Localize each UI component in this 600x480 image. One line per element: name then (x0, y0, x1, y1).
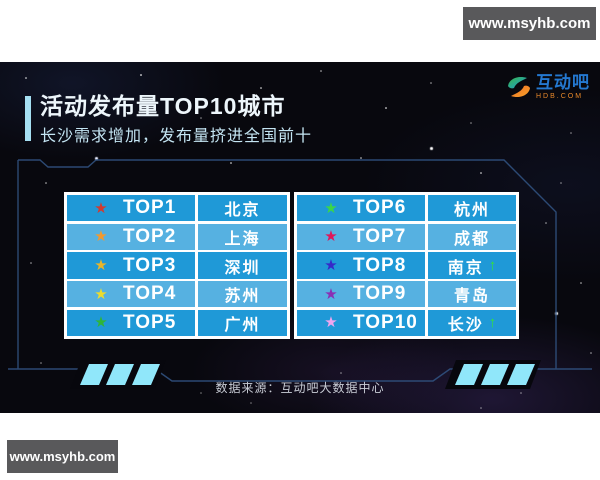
hdb-logo: 互动吧 HDB.COM (506, 74, 590, 100)
watermark-bottom-left: www.msyhb.com (7, 440, 118, 473)
hdb-hands-icon (508, 76, 530, 98)
star-icon: ★ (324, 199, 338, 217)
table-row: ★ TOP6 杭州 (297, 195, 516, 222)
table-row: ★ TOP7 成都 (297, 223, 516, 250)
city-label: 广州 (224, 316, 261, 334)
table-row: ★ TOP2 上海 (67, 223, 287, 250)
data-source-text: 数据来源：互动吧大数据中心 (215, 381, 385, 395)
rank-table-left: ★ TOP1 北京 ★ TOP2 上海 ★ TOP3 深圳 ★ TOP4 苏州 ★ TOP… (64, 192, 290, 339)
page-subtitle: 长沙需求增加，发布量挤进全国前十 (40, 128, 313, 146)
logo-name: 互动吧 (536, 73, 590, 92)
star-icon: ★ (324, 257, 338, 274)
table-row: ★ TOP8 南京 ↑ (297, 252, 516, 279)
city-label: 深圳 (224, 259, 261, 277)
table-row: ★ TOP3 深圳 (67, 252, 287, 279)
city-label: 北京 (224, 202, 261, 220)
deco-right-parallelograms (445, 360, 541, 389)
logo-domain: HDB.COM (536, 93, 584, 100)
table-row: ★ TOP5 广州 (67, 309, 287, 337)
deco-left-parallelograms (70, 360, 166, 389)
star-icon: ★ (94, 285, 108, 303)
city-label: 上海 (224, 230, 261, 248)
star-icon: ★ (324, 314, 338, 332)
watermark-top-right: www.msyhb.com (463, 7, 596, 40)
rank-label: TOP4 (123, 283, 177, 305)
rank-label: TOP9 (353, 283, 407, 305)
city-label: 南京 (447, 259, 484, 277)
rank-table-right: ★ TOP6 杭州 ★ TOP7 成都 ★ TOP8 南京 ↑ ★ TOP9 青岛 ★ TO… (294, 192, 519, 339)
page-title: 活动发布量TOP10城市 (40, 93, 286, 119)
table-row: ★ TOP4 苏州 (67, 281, 287, 308)
rank-label: TOP2 (123, 225, 177, 247)
up-arrow-icon: ↑ (488, 314, 497, 332)
city-label: 青岛 (453, 288, 490, 306)
star-icon: ★ (94, 314, 108, 332)
infographic-panel: 活动发布量TOP10城市 长沙需求增加，发布量挤进全国前十 互动吧 HDB.CO… (0, 62, 600, 413)
city-label: 长沙 (447, 316, 484, 334)
rank-label: TOP1 (123, 197, 177, 219)
city-label: 苏州 (224, 288, 261, 306)
rank-label: TOP5 (123, 311, 177, 333)
rank-label: TOP8 (353, 254, 407, 276)
rank-label: TOP6 (353, 197, 407, 219)
table-row: ★ TOP1 北京 (67, 195, 287, 222)
rank-label: TOP10 (353, 311, 418, 333)
star-icon: ★ (324, 228, 338, 246)
rank-label: TOP7 (353, 225, 407, 247)
up-arrow-icon: ↑ (488, 257, 497, 274)
header: 活动发布量TOP10城市 长沙需求增加，发布量挤进全国前十 (25, 94, 312, 146)
city-label: 成都 (453, 230, 490, 248)
table-row: ★ TOP10 长沙 ↑ (297, 309, 516, 337)
hud-frame (8, 159, 592, 389)
city-label: 杭州 (453, 202, 490, 220)
star-icon: ★ (94, 228, 108, 246)
title-accent-bar (25, 96, 31, 141)
star-icon: ★ (324, 285, 338, 303)
table-row: ★ TOP9 青岛 (297, 281, 516, 308)
rank-label: TOP3 (123, 254, 177, 276)
star-icon: ★ (94, 257, 108, 274)
star-icon: ★ (94, 199, 108, 217)
